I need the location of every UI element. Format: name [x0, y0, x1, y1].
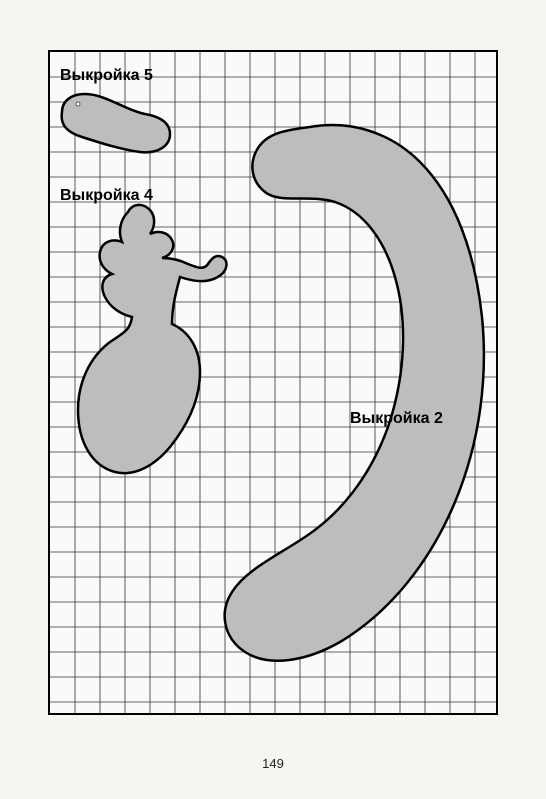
pattern-2-label: Выкройка 2: [350, 410, 443, 428]
page-number: 149: [0, 756, 546, 771]
pattern-4-label: Выкройка 4: [60, 187, 153, 205]
pattern-page-frame: Выкройка 5 Выкройка 4 Выкройка 2: [48, 50, 498, 715]
pattern-5-dot: [76, 102, 80, 106]
pattern-5-label: Выкройка 5: [60, 67, 153, 85]
grid-background: [50, 52, 496, 713]
pattern-2-shape: [225, 125, 484, 661]
